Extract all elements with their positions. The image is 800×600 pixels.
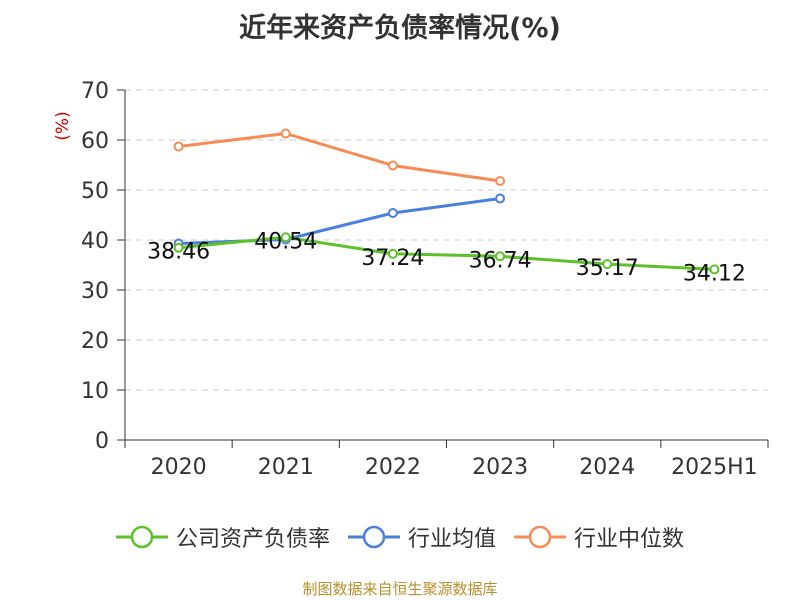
legend-label-industry-median: 行业中位数: [574, 527, 685, 552]
y-tick-label: 70: [81, 79, 109, 104]
data-label: 40.54: [254, 229, 317, 254]
y-tick-label: 50: [81, 179, 109, 204]
y-tick-label: 40: [81, 229, 109, 254]
data-point-1: [387, 208, 398, 218]
data-point-0: [173, 242, 184, 253]
data-point-0: [495, 251, 506, 262]
legend: 公司资产负债率 行业均值 行业中位数: [0, 521, 800, 553]
data-label: 37.24: [361, 246, 424, 271]
y-tick-label: 0: [95, 429, 109, 454]
data-point-0: [387, 248, 398, 259]
legend-item-industry-median[interactable]: 行业中位数: [514, 521, 684, 553]
data-label: 34.12: [683, 261, 746, 286]
data-point-0: [280, 232, 291, 243]
legend-label-company: 公司资产负债率: [175, 527, 330, 552]
x-tick-label: 2023: [472, 455, 528, 480]
x-tick-label: 2024: [579, 455, 635, 480]
data-point-2: [495, 176, 506, 186]
chart-title: 近年来资产负债率情况(%): [239, 13, 561, 44]
y-axis-label: (%): [53, 111, 73, 140]
source-note: 制图数据来自恒生聚源数据库: [302, 580, 498, 598]
y-tick-label: 20: [81, 329, 109, 354]
legend-marker-company: [115, 525, 168, 549]
legend-marker-industry-mean: [347, 525, 400, 549]
y-tick-label: 30: [81, 279, 109, 304]
series-line-1: [178, 197, 501, 245]
y-tick-label: 60: [81, 129, 109, 154]
legend-item-industry-mean[interactable]: 行业均值: [347, 521, 496, 553]
data-point-1: [495, 193, 506, 204]
x-tick-label: 2020: [151, 455, 207, 480]
legend-item-company[interactable]: 公司资产负债率: [115, 521, 330, 553]
data-point-2: [173, 141, 184, 152]
data-point-0: [709, 264, 720, 275]
x-tick-label: 2022: [365, 455, 421, 480]
data-label: 38.46: [147, 240, 210, 265]
legend-label-industry-mean: 行业均值: [407, 527, 496, 552]
series-line-2: [178, 132, 501, 183]
data-label: 36.74: [469, 248, 532, 273]
legend-marker-industry-median: [514, 525, 566, 549]
data-label: 35.17: [576, 256, 639, 281]
data-point-2: [387, 160, 398, 171]
data-point-0: [602, 259, 613, 270]
series-line-0: [178, 235, 715, 271]
x-tick-label: 2021: [258, 455, 314, 480]
y-tick-label: 10: [81, 379, 109, 404]
data-point-2: [280, 128, 291, 139]
x-tick-label: 2025H1: [671, 455, 758, 480]
